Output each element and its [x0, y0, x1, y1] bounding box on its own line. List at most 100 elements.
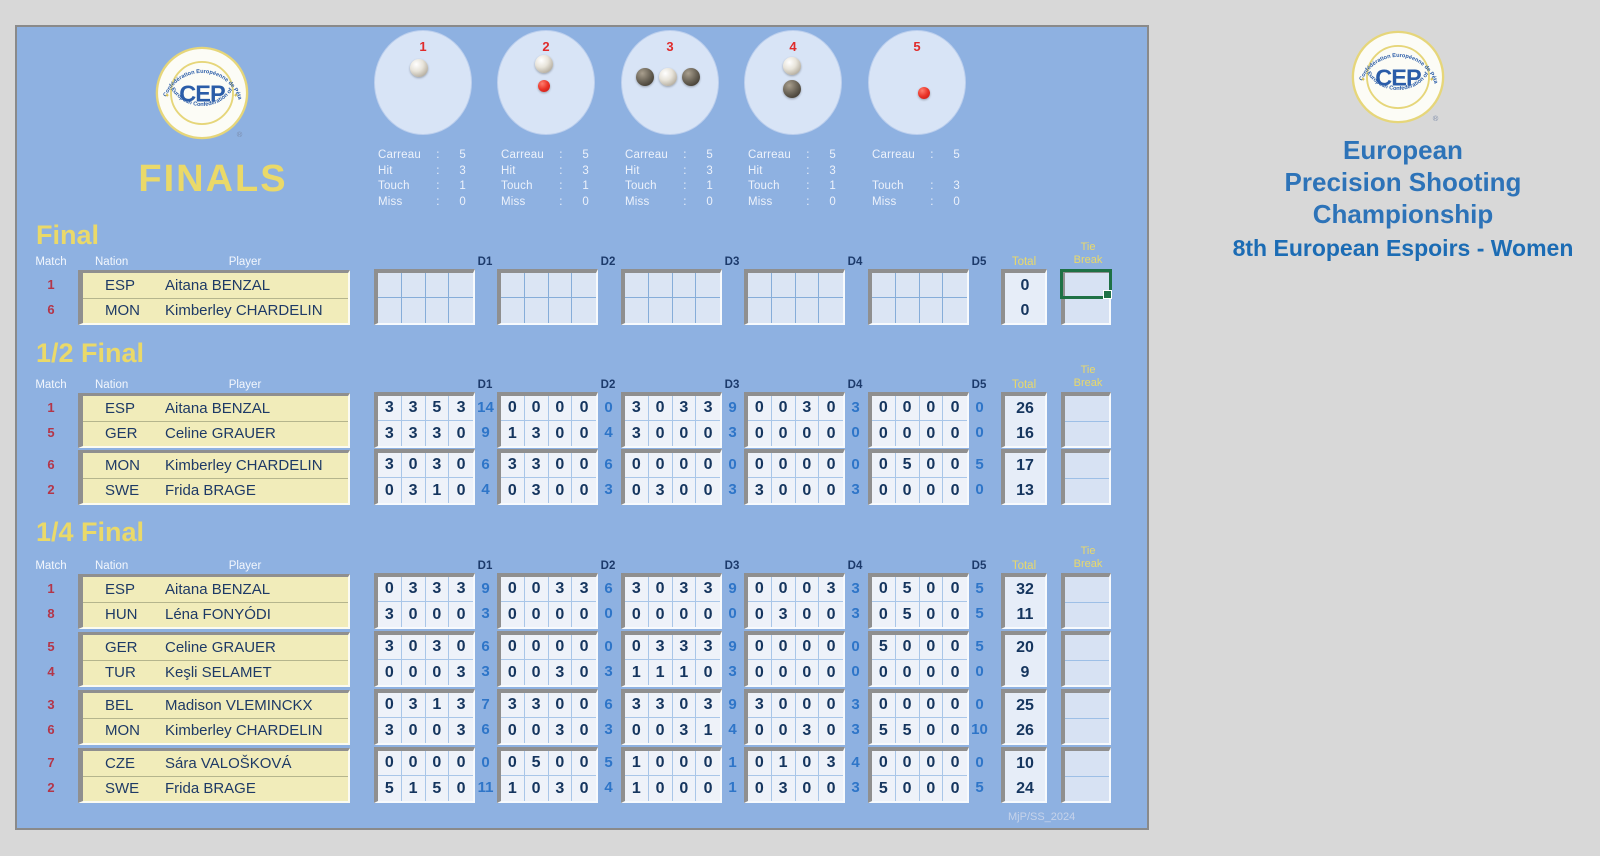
score-cell[interactable]: 0 — [819, 453, 843, 478]
score-cell[interactable]: 1 — [501, 421, 525, 446]
tiebreak-cell[interactable] — [1065, 751, 1109, 777]
score-cell[interactable]: 3 — [449, 577, 473, 602]
score-cell[interactable]: 0 — [625, 635, 649, 660]
score-cell[interactable]: 0 — [625, 602, 649, 627]
player-row[interactable]: TUR Keşli SELAMET — [83, 661, 348, 686]
score-cell[interactable]: 0 — [548, 453, 573, 478]
score-cell[interactable] — [771, 273, 796, 298]
score-cell[interactable]: 3 — [524, 453, 549, 478]
score-cell[interactable]: 0 — [796, 776, 820, 801]
score-cell[interactable]: 0 — [943, 453, 967, 478]
score-cell[interactable] — [449, 298, 473, 323]
score-cell[interactable]: 0 — [748, 396, 772, 421]
score-cell[interactable]: 0 — [919, 453, 944, 478]
score-cell[interactable]: 0 — [673, 478, 697, 503]
score-cell[interactable]: 3 — [449, 396, 473, 421]
score-cell[interactable]: 0 — [950, 721, 960, 739]
score-cell[interactable]: 0 — [771, 693, 796, 718]
total-value[interactable]: 26 — [1016, 399, 1034, 417]
score-cell[interactable] — [872, 298, 896, 323]
score-cell[interactable]: 0 — [703, 663, 713, 681]
score-cell[interactable]: 0 — [402, 660, 426, 685]
score-cell[interactable]: 0 — [772, 660, 796, 685]
score-cell[interactable]: 0 — [524, 396, 549, 421]
score-cell[interactable]: 3 — [501, 693, 525, 718]
score-cell[interactable]: 3 — [625, 421, 649, 446]
score-cell[interactable]: 3 — [426, 421, 450, 446]
score-cell[interactable]: 0 — [872, 751, 896, 776]
score-cell[interactable]: 0 — [449, 751, 473, 776]
score-cell[interactable] — [378, 298, 402, 323]
score-cell[interactable]: 0 — [649, 718, 673, 743]
score-cell[interactable]: 3 — [525, 421, 549, 446]
score-cell[interactable]: 3 — [378, 718, 402, 743]
score-cell[interactable]: 0 — [826, 605, 836, 623]
score-cell[interactable] — [920, 298, 944, 323]
score-cell[interactable] — [425, 273, 450, 298]
score-cell[interactable]: 0 — [826, 721, 836, 739]
total-value[interactable]: 32 — [1016, 580, 1034, 598]
score-cell[interactable] — [625, 273, 649, 298]
score-cell[interactable]: 0 — [796, 478, 820, 503]
score-cell[interactable]: 0 — [501, 602, 525, 627]
score-cell[interactable]: 0 — [872, 577, 896, 602]
score-cell[interactable]: 0 — [524, 635, 549, 660]
score-cell[interactable]: 3 — [525, 478, 549, 503]
score-cell[interactable]: 0 — [872, 421, 896, 446]
score-cell[interactable]: 3 — [501, 453, 525, 478]
score-cell[interactable]: 0 — [950, 605, 960, 623]
score-cell[interactable]: 5 — [524, 751, 549, 776]
score-cell[interactable]: 5 — [872, 776, 896, 801]
score-cell[interactable]: 0 — [649, 602, 673, 627]
score-cell[interactable]: 0 — [943, 751, 967, 776]
score-cell[interactable]: 0 — [525, 776, 549, 801]
score-cell[interactable]: 0 — [402, 718, 426, 743]
score-cell[interactable]: 1 — [625, 751, 649, 776]
score-cell[interactable] — [549, 298, 573, 323]
score-cell[interactable]: 0 — [696, 751, 720, 776]
tiebreak-cell[interactable] — [1065, 479, 1109, 504]
score-cell[interactable]: 3 — [402, 478, 426, 503]
score-cell[interactable]: 3 — [401, 693, 426, 718]
score-cell[interactable]: 0 — [772, 718, 796, 743]
score-cell[interactable]: 1 — [625, 776, 649, 801]
score-cell[interactable]: 0 — [872, 478, 896, 503]
score-cell[interactable]: 0 — [572, 693, 596, 718]
score-cell[interactable]: 3 — [819, 577, 843, 602]
score-cell[interactable]: 0 — [826, 481, 836, 499]
score-cell[interactable]: 5 — [425, 396, 450, 421]
score-cell[interactable]: 0 — [572, 396, 596, 421]
score-cell[interactable]: 0 — [501, 396, 525, 421]
score-cell[interactable]: 0 — [579, 481, 589, 499]
score-cell[interactable]: 0 — [872, 396, 896, 421]
score-cell[interactable]: 0 — [378, 660, 402, 685]
score-cell[interactable] — [896, 298, 920, 323]
score-cell[interactable]: 0 — [378, 693, 402, 718]
score-cell[interactable]: 0 — [872, 602, 896, 627]
score-cell[interactable] — [426, 298, 450, 323]
score-cell[interactable]: 0 — [920, 660, 944, 685]
score-cell[interactable]: 0 — [672, 693, 697, 718]
score-cell[interactable]: 0 — [649, 776, 673, 801]
score-cell[interactable]: 1 — [673, 660, 697, 685]
score-cell[interactable]: 0 — [378, 577, 402, 602]
score-cell[interactable]: 3 — [696, 396, 720, 421]
score-cell[interactable]: 0 — [673, 776, 697, 801]
score-cell[interactable] — [402, 298, 426, 323]
score-cell[interactable]: 0 — [826, 424, 836, 442]
score-cell[interactable]: 3 — [378, 602, 402, 627]
score-cell[interactable] — [819, 298, 843, 323]
score-cell[interactable]: 0 — [748, 635, 772, 660]
score-cell[interactable] — [795, 273, 820, 298]
score-cell[interactable]: 0 — [795, 751, 820, 776]
score-cell[interactable]: 0 — [548, 751, 573, 776]
score-cell[interactable] — [672, 273, 697, 298]
score-cell[interactable] — [895, 273, 920, 298]
score-cell[interactable]: 0 — [896, 660, 920, 685]
score-cell[interactable] — [919, 273, 944, 298]
score-cell[interactable]: 0 — [456, 481, 466, 499]
total-value[interactable]: 9 — [1020, 663, 1030, 681]
score-cell[interactable]: 0 — [572, 453, 596, 478]
score-cell[interactable] — [696, 273, 720, 298]
score-cell[interactable]: 0 — [896, 421, 920, 446]
